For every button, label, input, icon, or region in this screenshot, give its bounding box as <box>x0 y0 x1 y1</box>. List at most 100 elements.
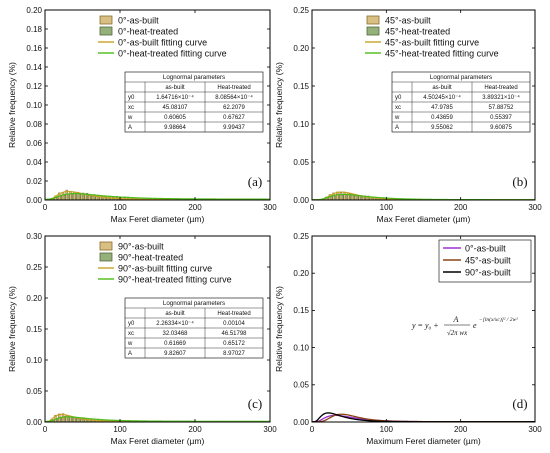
legend-swatch <box>366 26 380 36</box>
legend-swatch <box>366 15 380 25</box>
x-axis-label: Maximum Feret diameter (µm) <box>366 436 481 446</box>
y-tick-label: 0.20 <box>26 294 42 303</box>
histogram-bar <box>358 195 361 201</box>
legend-box <box>438 239 532 283</box>
table-row-name: xc <box>128 105 134 111</box>
legend: 90°-as-built90°-heat-treated90°-as-built… <box>98 242 232 285</box>
formula: y = y₀ + A √2π wx e−[ln(x/xc)]² / 2w² <box>411 315 518 337</box>
y-tick-label: 0.20 <box>26 6 42 15</box>
table-cell: 9.99437 <box>223 125 245 131</box>
parameter-table: Lognormal parameters as-built Heat-treated… <box>391 71 531 133</box>
y-tick-label: 0.15 <box>293 306 309 315</box>
x-tick-label: 300 <box>263 203 277 212</box>
x-tick-label: 300 <box>528 203 542 212</box>
x-tick-label: 200 <box>454 203 468 212</box>
table-row-name: xc <box>128 331 134 337</box>
table-col-header: Heat-treated <box>217 85 250 91</box>
histogram-bar <box>76 418 80 423</box>
panel-letter: (a) <box>248 174 262 189</box>
y-axis-label: Relative frequency (%) <box>274 62 284 148</box>
y-tick-label: 0.16 <box>26 44 42 53</box>
legend-label: 90°-as-built fitting curve <box>118 264 212 274</box>
x-tick-label: 300 <box>263 425 277 434</box>
x-tick-label: 100 <box>380 425 394 434</box>
x-tick-label: 0 <box>310 425 315 434</box>
y-tick-label: 0.20 <box>293 269 309 278</box>
parameter-table: Lognormal parameters as-built Heat-treated… <box>124 71 264 133</box>
table-cell: 3.89321×10⁻⁴ <box>482 94 520 101</box>
x-tick-label: 100 <box>113 425 127 434</box>
table-row-name: A <box>395 125 399 131</box>
table-col-header: as-built <box>165 85 185 91</box>
panel-a: 0.00 0.02 0.04 0.06 0.08 0.10 0.12 0.14 0.16 0.18… <box>7 6 277 224</box>
table-cell: 2.26334×10⁻⁴ <box>156 320 194 327</box>
formula-lhs: y = y₀ + <box>411 321 439 330</box>
histogram-bar <box>91 196 95 201</box>
panel-letter: (c) <box>248 396 262 411</box>
legend-label: 0°-heat-treated <box>118 27 178 37</box>
panel-letter: (b) <box>512 174 527 189</box>
panel-b: 0.00 0.05 0.10 0.15 0.20 0.25 0 100 200 300 Max Fe… <box>274 6 542 224</box>
y-tick-label: 0.06 <box>26 139 42 148</box>
histogram-bar <box>80 193 83 201</box>
legend-swatch <box>99 26 113 36</box>
x-axis-label: Max Feret diameter (µm) <box>111 436 205 446</box>
y-tick-label: 0.14 <box>26 63 42 72</box>
table-row-name: y0 <box>128 95 135 101</box>
table-title: Lognormal parameters <box>163 300 225 307</box>
y-tick-label: 0.08 <box>26 120 42 129</box>
y-tick-label: 0.25 <box>293 232 309 241</box>
panel-d: 0.00 0.05 0.10 0.15 0.20 0.25 0 100 200 300 Maximu… <box>274 232 542 446</box>
histogram-bar <box>61 192 65 201</box>
legend-swatch <box>99 252 113 262</box>
y-tick-label: 0.18 <box>26 25 42 34</box>
y-tick-label: 0.15 <box>26 325 42 334</box>
legend: 45°-as-built45°-heat-treated45°-as-built… <box>365 16 499 59</box>
y-tick-label: 0.10 <box>26 356 42 365</box>
y-tick-label: 0.25 <box>293 6 309 15</box>
y-tick-label: 0.05 <box>293 381 309 390</box>
fit-curve <box>45 192 270 200</box>
panel-letter: (d) <box>512 396 527 411</box>
table-cell: 0.00104 <box>223 321 245 327</box>
legend-label: 0°-as-built <box>465 244 506 254</box>
legend-label: 0°-as-built <box>118 16 159 26</box>
y-tick-label: 0.00 <box>293 196 309 205</box>
histogram-bar <box>95 196 98 201</box>
table-cell: 9.98664 <box>164 125 186 131</box>
y-axis-label: Relative frequency (%) <box>7 62 17 148</box>
table-row-name: A <box>128 351 132 357</box>
x-tick-label: 100 <box>380 203 394 212</box>
histogram-bar <box>354 195 358 201</box>
y-tick-label: 0.04 <box>26 158 42 167</box>
histogram-bar <box>343 192 346 201</box>
y-tick-label: 0.12 <box>26 82 42 91</box>
legend-label: 90°-heat-treated fitting curve <box>118 275 232 285</box>
legend-label: 45°-as-built fitting curve <box>385 38 479 48</box>
table-row-name: xc <box>395 105 401 111</box>
table-cell: 9.55062 <box>431 125 453 131</box>
table-cell: 45.08107 <box>162 105 188 111</box>
legend-label: 90°-as-built <box>118 242 164 252</box>
x-tick-label: 0 <box>43 203 48 212</box>
y-tick-label: 0.05 <box>26 387 42 396</box>
legend: 0°-as-built 45°-as-built 90°-as-built <box>438 239 532 283</box>
histogram-bar <box>88 195 91 201</box>
formula-exponent: −[ln(x/xc)]² / 2w² <box>479 316 518 323</box>
legend-label: 0°-as-built fitting curve <box>118 38 207 48</box>
y-tick-label: 0.20 <box>293 44 309 53</box>
y-axis-label: Relative frequency (%) <box>7 286 17 372</box>
table-row-name: y0 <box>395 95 402 101</box>
table-cell: 4.50245×10⁻⁴ <box>423 94 461 101</box>
legend-label: 0°-heat-treated fitting curve <box>118 49 227 59</box>
plot-frame <box>311 235 536 423</box>
legend-label: 45°-heat-treated fitting curve <box>385 49 499 59</box>
legend-label: 90°-heat-treated <box>118 253 183 263</box>
table-cell: 46.51798 <box>221 331 247 337</box>
y-tick-label: 0.10 <box>293 343 309 352</box>
table-cell: 1.64716×10⁻⁴ <box>156 94 194 101</box>
table-row-name: y0 <box>128 321 135 327</box>
table-col-header: Heat-treated <box>484 85 517 91</box>
